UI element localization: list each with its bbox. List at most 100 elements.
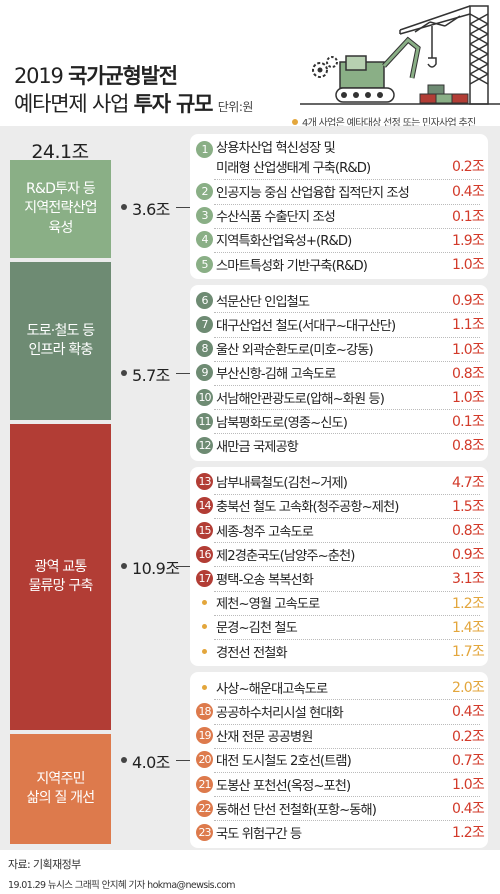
project-number-badge: 20 <box>196 751 213 769</box>
row-separator <box>214 312 480 314</box>
bracket-dot <box>121 563 127 570</box>
project-number-badge: 23 <box>196 823 213 841</box>
project-value: 0.1조 <box>452 208 485 225</box>
project-number-badge: 13 <box>196 473 213 491</box>
project-group-box <box>190 285 488 461</box>
project-row: 20 대전 도시철도 2호선(트램) 0.7조 <box>196 748 485 772</box>
project-number-badge: 8 <box>196 340 213 358</box>
row-separator <box>214 227 480 229</box>
crane-icon <box>399 5 489 105</box>
row-separator <box>214 747 480 749</box>
bar-segment: 지역주민 삶의 질 개선 <box>10 734 111 844</box>
credit-text: 19.01.29 뉴시스 그래픽 안지혜 기자 hokma@newsis.com <box>8 880 236 891</box>
project-value: 0.4조 <box>452 704 485 721</box>
row-separator <box>214 251 480 253</box>
project-number-badge: 10 <box>196 388 213 406</box>
project-value: 0.9조 <box>452 293 485 310</box>
bar-segment: R&D투자 등 지역전략산업 육성 <box>10 160 111 259</box>
project-name: 충북선 철도 고속화(청주공항~제천) <box>216 500 399 516</box>
excavator-icon <box>335 36 421 103</box>
project-value: 4.7조 <box>452 474 485 491</box>
row-separator <box>214 699 480 701</box>
project-value: 1.4조 <box>452 619 485 636</box>
gear-icon <box>312 56 338 78</box>
project-value: 2.0조 <box>452 680 485 697</box>
project-value: 1.2조 <box>452 595 485 612</box>
project-group-box <box>190 672 488 848</box>
project-row: 23 국도 위험구간 등 1.2조 <box>196 820 485 844</box>
row-separator <box>214 590 480 592</box>
row-separator <box>214 360 480 362</box>
project-name: 제2경춘국도(남양주~춘천) <box>216 548 355 564</box>
project-number-badge: 2 <box>196 182 213 200</box>
project-row: 제천~영월 고속도로 1.2조 <box>196 591 485 615</box>
row-separator <box>214 820 480 822</box>
project-name: 부산신항-김해 고속도로 <box>216 367 336 383</box>
project-row: 22 동해선 단선 전철화(포항~동해) 0.4조 <box>196 796 485 820</box>
project-row: 11 남북평화도로(영종~신도) 0.1조 <box>196 409 485 433</box>
project-name: 수산식품 수출단지 조성 <box>216 210 336 226</box>
project-number-badge: 7 <box>196 315 213 333</box>
project-number-badge: 11 <box>196 412 213 430</box>
row-separator <box>214 638 480 640</box>
project-number-badge: 18 <box>196 702 213 720</box>
category-label: 광역 교통 물류망 구축 <box>28 558 93 595</box>
project-row: 16 제2경춘국도(남양주~춘천) 0.9조 <box>196 542 485 566</box>
project-name: 남부내륙철도(김천~거제) <box>216 476 348 492</box>
project-number-badge: 17 <box>196 569 213 587</box>
row-separator <box>214 384 480 386</box>
bracket-dot <box>121 203 127 210</box>
project-row: 21 도봉산 포천선(옥정~포천) 1.0조 <box>196 772 485 796</box>
source-text: 자료: 기획재정부 <box>8 858 81 871</box>
total-label: 24.1조 <box>31 141 89 163</box>
value-label: 4.0조 <box>130 748 172 773</box>
project-row: 18 공공하수처리시설 현대화 0.4조 <box>196 699 485 723</box>
project-row: 9 부산신항-김해 고속도로 0.8조 <box>196 361 485 385</box>
project-number-badge: 19 <box>196 727 213 745</box>
row-separator <box>214 336 480 338</box>
construction-illustration <box>300 5 500 105</box>
project-row: 7 대구산업선 철도(서대구~대구산단) 1.1조 <box>196 312 485 336</box>
project-row: 19 산재 전문 공공병원 0.2조 <box>196 724 485 748</box>
project-value: 0.7조 <box>452 752 485 769</box>
project-value: 0.2조 <box>452 159 485 176</box>
row-separator <box>214 796 480 798</box>
value-label: 10.9조 <box>130 555 182 580</box>
row-separator <box>214 517 480 519</box>
project-value: 1.1조 <box>452 317 485 334</box>
row-separator <box>214 203 480 205</box>
project-number-badge: 21 <box>196 775 213 793</box>
row-separator <box>214 409 480 411</box>
project-value: 1.2조 <box>452 825 485 842</box>
project-number-badge: 1 <box>196 141 213 158</box>
project-name: 공공하수처리시설 현대화 <box>216 705 344 721</box>
project-value: 0.2조 <box>452 728 485 745</box>
project-number-badge: 9 <box>196 364 213 382</box>
project-value: 1.0조 <box>452 341 485 358</box>
row-separator <box>214 179 480 181</box>
project-number-badge: 12 <box>196 436 213 454</box>
project-row: 14 충북선 철도 고속화(청주공항~제천) 1.5조 <box>196 494 485 518</box>
pending-bullet-icon <box>196 648 213 654</box>
project-row: 15 세종-청주 고속도로 0.8조 <box>196 518 485 542</box>
project-name: 스마트특성화 기반구축(R&D) <box>216 258 368 274</box>
project-name: 경전선 전철화 <box>216 645 288 661</box>
project-value: 1.0조 <box>452 777 485 794</box>
project-row: 1 상용차산업 혁신성장 및 미래형 산업생태계 구축(R&D) 0.2조 <box>196 137 485 179</box>
project-row: 12 새만금 국제공항 0.8조 <box>196 433 485 457</box>
project-value: 1.9조 <box>452 232 485 249</box>
bar-segment: 도로·철도 등 인프라 확충 <box>10 262 111 421</box>
project-name: 지역특화산업육성+(R&D) <box>216 234 352 250</box>
project-name: 세종-청주 고속도로 <box>216 524 314 540</box>
project-name: 대구산업선 철도(서대구~대구산단) <box>216 318 396 334</box>
project-value: 3.1조 <box>452 571 485 588</box>
bracket-line <box>176 759 190 761</box>
row-separator <box>214 614 480 616</box>
project-name: 평택-오송 복복선화 <box>216 572 314 588</box>
project-number-badge: 16 <box>196 545 213 563</box>
project-number-badge: 3 <box>196 207 213 225</box>
project-value: 1.0조 <box>452 257 485 274</box>
project-name: 산재 전문 공공병원 <box>216 730 313 746</box>
project-name: 제천~영월 고속도로 <box>216 597 320 613</box>
project-number-badge: 14 <box>196 497 213 515</box>
